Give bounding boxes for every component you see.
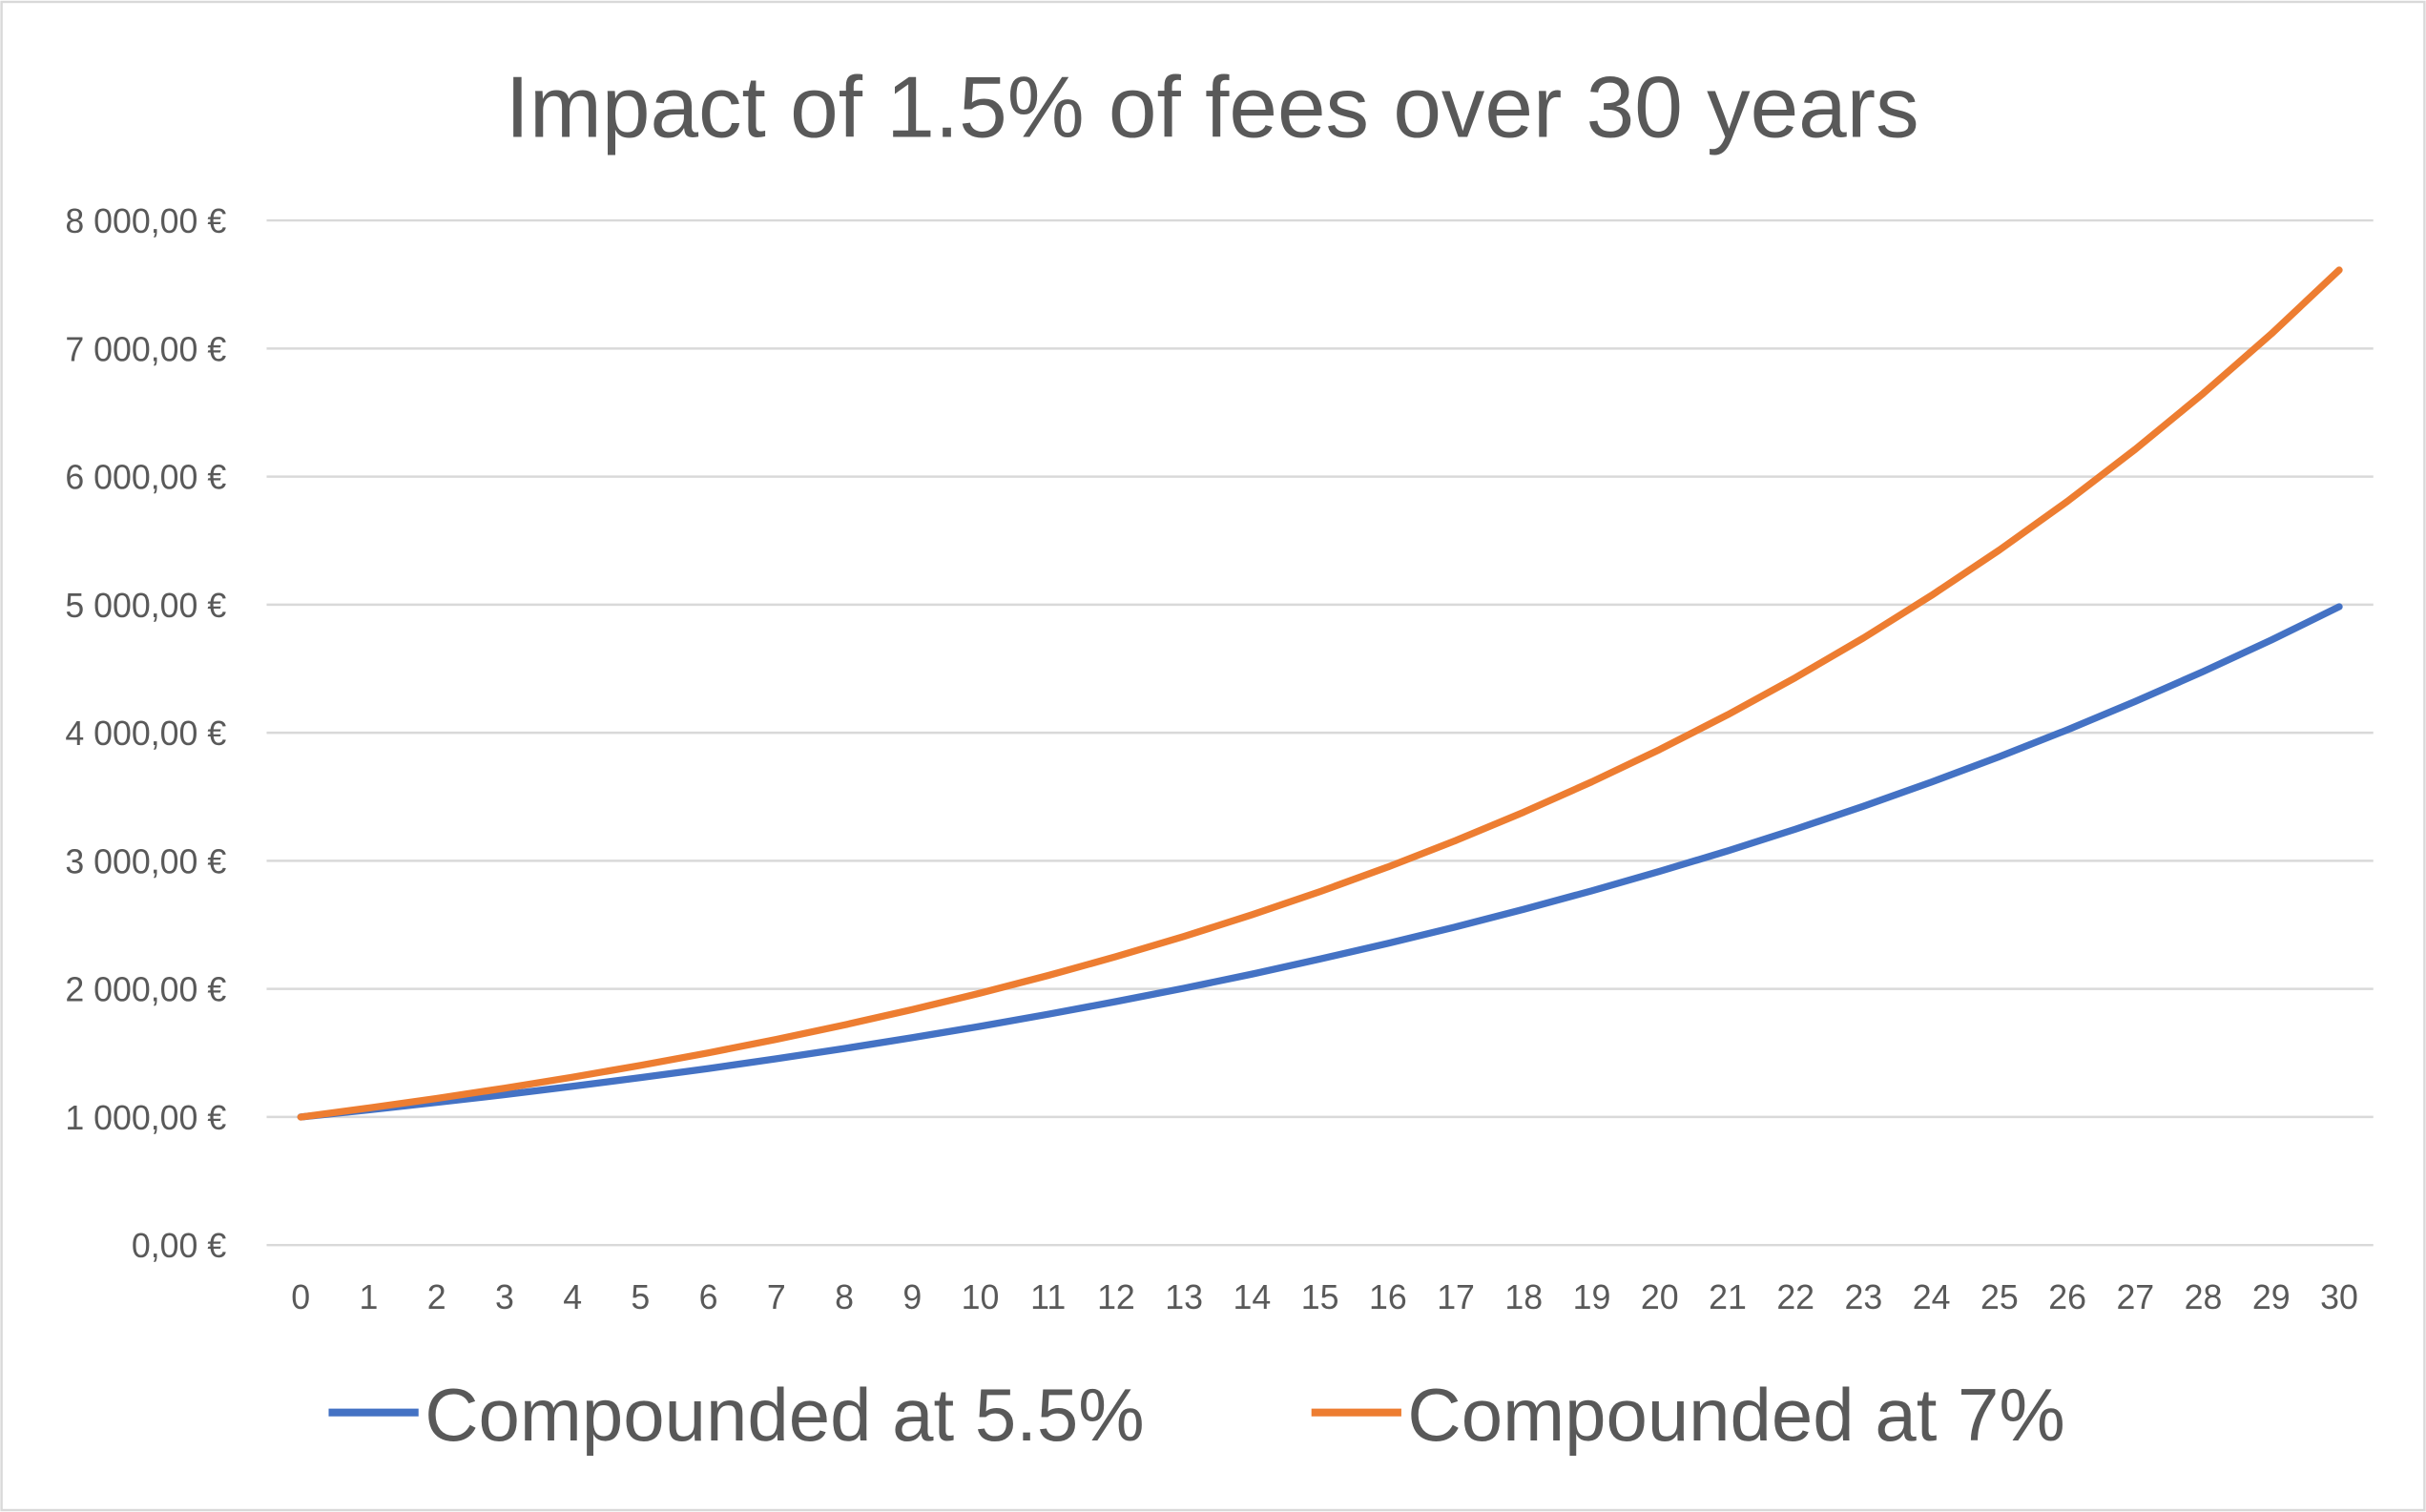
x-tick-label: 18 bbox=[1504, 1278, 1543, 1316]
x-tick-label: 0 bbox=[291, 1278, 310, 1316]
x-tick-label: 2 bbox=[427, 1278, 446, 1316]
x-tick-label: 21 bbox=[1709, 1278, 1747, 1316]
x-tick-label: 30 bbox=[2320, 1278, 2358, 1316]
x-tick-label: 4 bbox=[563, 1278, 582, 1316]
y-tick-label: 7 000,00 € bbox=[65, 330, 226, 368]
x-tick-label: 29 bbox=[2252, 1278, 2291, 1316]
x-tick-label: 9 bbox=[902, 1278, 922, 1316]
x-tick-label: 26 bbox=[2048, 1278, 2086, 1316]
legend-label: Compounded at 5.5% bbox=[425, 1373, 1144, 1457]
x-tick-label: 11 bbox=[1030, 1278, 1066, 1316]
x-tick-label: 7 bbox=[767, 1278, 786, 1316]
legend-label: Compounded at 7% bbox=[1407, 1373, 2064, 1457]
x-tick-label: 22 bbox=[1776, 1278, 1814, 1316]
x-tick-label: 23 bbox=[1845, 1278, 1883, 1316]
y-tick-label: 6 000,00 € bbox=[65, 459, 226, 497]
x-tick-label: 16 bbox=[1369, 1278, 1407, 1316]
x-tick-label: 5 bbox=[631, 1278, 650, 1316]
x-tick-label: 20 bbox=[1641, 1278, 1679, 1316]
y-tick-label: 0,00 € bbox=[132, 1227, 226, 1265]
x-tick-label: 28 bbox=[2185, 1278, 2223, 1316]
x-tick-label: 12 bbox=[1097, 1278, 1135, 1316]
series-line-2 bbox=[297, 266, 2343, 1121]
y-tick-label: 2 000,00 € bbox=[65, 971, 226, 1009]
y-tick-label: 1 000,00 € bbox=[65, 1099, 226, 1137]
series-line-1 bbox=[297, 603, 2343, 1121]
x-tick-label: 13 bbox=[1165, 1278, 1203, 1316]
x-tick-label: 17 bbox=[1437, 1278, 1475, 1316]
x-tick-label: 24 bbox=[1913, 1278, 1951, 1316]
x-tick-label: 14 bbox=[1234, 1278, 1272, 1316]
x-tick-label: 25 bbox=[1980, 1278, 2019, 1316]
y-tick-label: 5 000,00 € bbox=[65, 587, 226, 625]
x-tick-label: 15 bbox=[1301, 1278, 1339, 1316]
x-tick-label: 8 bbox=[835, 1278, 854, 1316]
y-tick-label: 8 000,00 € bbox=[65, 202, 226, 240]
x-tick-label: 6 bbox=[699, 1278, 718, 1316]
x-tick-label: 27 bbox=[2116, 1278, 2154, 1316]
x-tick-label: 1 bbox=[360, 1278, 379, 1316]
y-tick-label: 3 000,00 € bbox=[65, 842, 226, 880]
x-tick-label: 3 bbox=[495, 1278, 514, 1316]
y-tick-label: 4 000,00 € bbox=[65, 715, 226, 753]
x-tick-label: 10 bbox=[962, 1278, 1000, 1316]
x-tick-label: 19 bbox=[1573, 1278, 1611, 1316]
chart-title: Impact of 1.5% of fees over 30 years bbox=[506, 59, 1919, 155]
